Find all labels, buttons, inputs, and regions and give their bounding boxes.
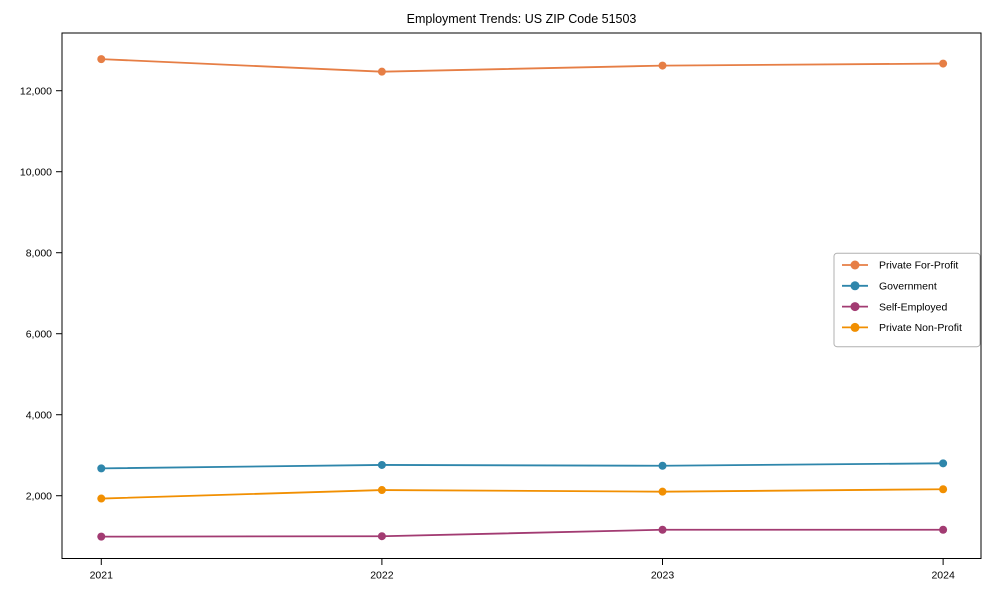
legend-item-self-employed: Self-Employed: [842, 301, 947, 313]
data-point-self-employed-2023: [658, 525, 667, 534]
data-point-private-non-profit-2024: [939, 485, 948, 494]
chart-title: Employment Trends: US ZIP Code 51503: [407, 12, 637, 26]
x-tick-label: 2022: [370, 570, 394, 582]
data-point-private-non-profit-2023: [658, 487, 667, 496]
data-point-private-for-profit-2022: [377, 67, 386, 76]
legend-dot-marker-private-for-profit: [850, 260, 860, 270]
series-government: [97, 459, 948, 473]
data-point-private-non-profit-2021: [97, 494, 106, 503]
series-line-private-non-profit: [101, 488, 944, 500]
data-point-private-for-profit-2023: [658, 61, 667, 70]
legend-dot-marker-private-non-profit: [850, 322, 860, 332]
data-point-self-employed-2022: [377, 532, 386, 541]
data-point-government-2023: [658, 461, 667, 470]
plot-frame: [61, 32, 982, 559]
x-tick-label: 2023: [651, 570, 675, 582]
series-line-private-for-profit: [101, 58, 944, 73]
data-point-private-for-profit-2024: [939, 59, 948, 68]
legend-item-government: Government: [842, 280, 937, 292]
legend-label-government: Government: [879, 280, 937, 292]
legend-dot-marker-self-employed: [850, 302, 860, 312]
legend-dot-marker-government: [850, 281, 860, 291]
series-line-government: [101, 462, 944, 470]
series-private-non-profit: [97, 485, 948, 503]
y-tick-label: 6,000: [26, 328, 52, 340]
data-point-government-2021: [97, 464, 106, 473]
data-point-self-employed-2021: [97, 532, 106, 541]
data-point-self-employed-2024: [939, 525, 948, 534]
y-tick-label: 4,000: [26, 409, 52, 421]
y-tick-label: 12,000: [20, 85, 52, 97]
y-tick-label: 8,000: [26, 247, 52, 259]
y-tick-label: 2,000: [26, 490, 52, 502]
series-self-employed: [97, 525, 948, 541]
data-point-private-non-profit-2022: [377, 486, 386, 495]
legend: Private For-Profit Government Self-Employe…: [833, 252, 981, 348]
legend-item-private-non-profit: Private Non-Profit: [842, 322, 962, 334]
y-tick-label: 10,000: [20, 166, 52, 178]
data-point-government-2022: [377, 460, 386, 469]
data-point-private-for-profit-2021: [97, 55, 106, 64]
series-private-for-profit: [97, 55, 948, 76]
series-line-self-employed: [101, 528, 944, 538]
legend-label-private-for-profit: Private For-Profit: [879, 260, 958, 272]
legend-item-private-for-profit: Private For-Profit: [842, 260, 958, 272]
legend-box: [833, 252, 981, 348]
legend-label-private-non-profit: Private Non-Profit: [879, 322, 962, 334]
plot-area: 2,000 4,000 6,000 8,000 10,000 12,000 2021 2022…: [20, 32, 982, 582]
x-tick-label: 2021: [90, 570, 114, 582]
legend-label-self-employed: Self-Employed: [879, 301, 947, 313]
x-tick-label: 2024: [931, 570, 955, 582]
data-point-government-2024: [939, 459, 948, 468]
